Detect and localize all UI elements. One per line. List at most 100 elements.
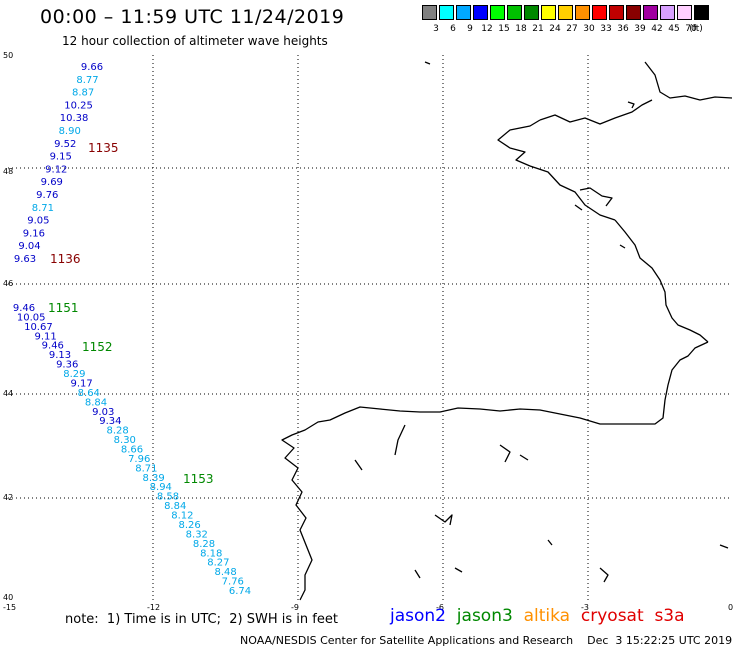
legend-label: 9 — [467, 24, 473, 34]
legend-label: 3 — [433, 24, 439, 34]
wave-height-value: 7.96 — [128, 454, 150, 465]
legend-label: 36 — [617, 24, 629, 34]
wave-height-value: 8.48 — [214, 567, 236, 578]
lon-tick-label: -15 — [3, 603, 16, 612]
lon-tick-label: -9 — [291, 603, 299, 612]
lat-tick-label: 40 — [3, 593, 13, 602]
wave-height-value: 9.63 — [14, 254, 36, 265]
lon-tick-label: -3 — [581, 603, 589, 612]
legend-label: 70 — [685, 24, 697, 34]
wave-height-value: 9.13 — [49, 350, 71, 361]
legend-swatch — [422, 5, 437, 20]
footer-credit: NOAA/NESDIS Center for Satellite Applica… — [240, 634, 733, 647]
wave-height-value: 9.15 — [50, 152, 72, 163]
pass-time-label: 1135 — [88, 141, 119, 155]
wave-height-value: 8.90 — [59, 126, 81, 137]
wave-height-value: 9.12 — [45, 164, 67, 175]
pass-time-label: 1152 — [82, 340, 113, 354]
lat-tick-label: 46 — [3, 279, 13, 288]
wave-height-value: 9.69 — [41, 177, 63, 188]
lat-tick-label: 50 — [3, 51, 13, 60]
legend-swatch — [592, 5, 607, 20]
wave-height-value: 8.84 — [85, 397, 107, 408]
legend-label: 33 — [600, 24, 612, 34]
wave-height-value: 10.05 — [17, 312, 46, 323]
legend-swatch — [694, 5, 709, 20]
wave-height-value: 8.58 — [157, 492, 179, 503]
wave-height-value: 8.32 — [186, 529, 208, 540]
wave-height-value: 9.04 — [18, 241, 40, 252]
legend-swatch — [439, 5, 454, 20]
graticule — [8, 55, 732, 600]
legend-swatch — [558, 5, 573, 20]
wave-height-value: 9.17 — [70, 379, 92, 390]
wave-height-value: 9.34 — [99, 416, 121, 427]
wave-height-value: 9.16 — [23, 228, 45, 239]
wave-height-value: 8.94 — [150, 482, 172, 493]
legend-label: 42 — [651, 24, 663, 34]
legend-swatch — [677, 5, 692, 20]
legend-label: 15 — [498, 24, 510, 34]
legend-label: 30 — [583, 24, 595, 34]
wave-height-value: 9.11 — [34, 331, 56, 342]
lon-tick-label: -6 — [436, 603, 444, 612]
wave-height-value: 8.29 — [63, 369, 85, 380]
satellite-jason3: jason3 — [456, 606, 524, 626]
legend-swatch — [643, 5, 658, 20]
map-title: 00:00 – 11:59 UTC 11/24/2019 — [40, 6, 345, 28]
legend-label: 45 — [668, 24, 680, 34]
legend-label: 27 — [566, 24, 578, 34]
wave-height-value: 9.03 — [92, 407, 114, 418]
legend-label: 21 — [532, 24, 544, 34]
legend-swatch — [524, 5, 539, 20]
wave-height-value: 8.12 — [171, 511, 193, 522]
lon-tick-label: -12 — [147, 603, 160, 612]
legend-unit: (ft) — [689, 24, 703, 34]
map-subtitle: 12 hour collection of altimeter wave hei… — [62, 34, 328, 48]
pass-time-label: 1153 — [183, 472, 214, 486]
wave-height-value: 10.67 — [24, 322, 53, 333]
satellite-s3a: s3a — [654, 606, 685, 626]
legend-swatch — [456, 5, 471, 20]
wave-height-value: 8.71 — [32, 203, 54, 214]
wave-height-value: 8.28 — [193, 539, 215, 550]
legend-swatch — [575, 5, 590, 20]
lat-tick-label: 44 — [3, 389, 13, 398]
wave-height-value: 9.66 — [81, 62, 103, 73]
satellite-altika: altika — [523, 606, 581, 626]
wave-height-value: 8.64 — [78, 388, 100, 399]
wave-height-value: 7.76 — [222, 577, 244, 588]
legend-label: 6 — [450, 24, 456, 34]
legend-swatch — [490, 5, 505, 20]
wave-height-value: 8.66 — [121, 445, 143, 456]
legend-label: 12 — [481, 24, 493, 34]
wave-height-value: 10.25 — [64, 100, 93, 111]
lon-tick-label: 0 — [728, 603, 733, 612]
satellite-cryosat: cryosat — [580, 606, 655, 626]
legend-swatch — [626, 5, 641, 20]
wave-height-value: 9.46 — [42, 341, 64, 352]
wave-height-value: 8.18 — [200, 548, 222, 559]
pass-time-label: 1136 — [50, 252, 81, 266]
wave-height-value: 8.28 — [106, 426, 128, 437]
legend-swatch — [507, 5, 522, 20]
wave-height-value: 8.71 — [135, 463, 157, 474]
lat-tick-label: 48 — [3, 167, 13, 176]
lat-tick-label: 42 — [3, 493, 13, 502]
legend-swatch — [541, 5, 556, 20]
wave-height-value: 9.46 — [13, 303, 35, 314]
wave-height-value: 8.30 — [114, 435, 136, 446]
legend-swatch — [609, 5, 624, 20]
satellite-legend: jason2 jason3 altika cryosat s3a — [390, 606, 685, 626]
wave-height-value: 10.38 — [60, 113, 89, 124]
axis-tick-labels: 50 48 46 44 42 40-15 -12 -9 -6 -3 0 — [3, 51, 733, 612]
legend-swatch — [660, 5, 675, 20]
wave-height-value: 8.77 — [76, 75, 98, 86]
wave-height-value: 6.74 — [229, 586, 251, 597]
legend-label: 39 — [634, 24, 646, 34]
wave-height-value: 9.76 — [36, 190, 58, 201]
satellite-jason2: jason2 — [390, 606, 457, 626]
wave-height-value: 8.26 — [178, 520, 200, 531]
